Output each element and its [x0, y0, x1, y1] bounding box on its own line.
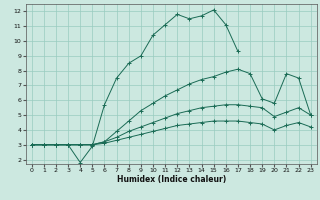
X-axis label: Humidex (Indice chaleur): Humidex (Indice chaleur): [116, 175, 226, 184]
